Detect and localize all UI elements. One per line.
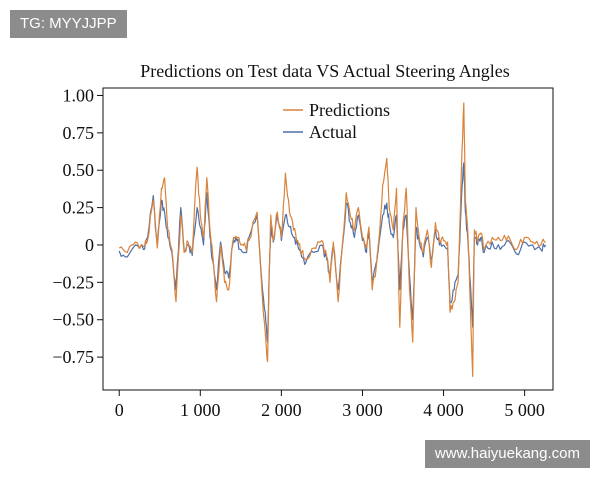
x-tick-label: 1 000 <box>180 400 221 420</box>
series-line-actual <box>118 162 547 343</box>
watermark-top-left: TG: MYYJJPP <box>10 10 127 38</box>
y-tick-label: −0.25 <box>52 272 94 292</box>
y-tick-label: 1.00 <box>63 85 95 105</box>
y-tick-label: −0.75 <box>52 347 94 367</box>
y-axis: 1.00 0.75 0.50 0.25 0 −0.25 −0.50 −0.75 <box>52 85 103 367</box>
plot-area <box>102 87 554 391</box>
y-tick-label: 0.50 <box>63 160 95 180</box>
x-tick-label: 4 000 <box>423 400 464 420</box>
x-tick-label: 3 000 <box>342 400 383 420</box>
legend-label: Actual <box>309 122 357 142</box>
x-tick-label: 0 <box>115 400 124 420</box>
x-tick-label: 2 000 <box>261 400 302 420</box>
y-tick-label: 0.25 <box>63 198 95 218</box>
y-tick-label: 0 <box>85 235 94 255</box>
watermark-bottom-right: www.haiyuekang.com <box>424 440 590 468</box>
x-tick-label: 5 000 <box>504 400 545 420</box>
chart-title: Predictions on Test data VS Actual Steer… <box>140 61 510 81</box>
x-axis: 0 1 000 2 000 3 000 4 000 5 000 <box>115 390 545 420</box>
series-layer <box>118 102 547 378</box>
series-line-predictions <box>118 102 546 378</box>
legend-label: Predictions <box>309 100 390 120</box>
y-tick-label: 0.75 <box>63 123 95 143</box>
y-tick-label: −0.50 <box>52 310 94 330</box>
